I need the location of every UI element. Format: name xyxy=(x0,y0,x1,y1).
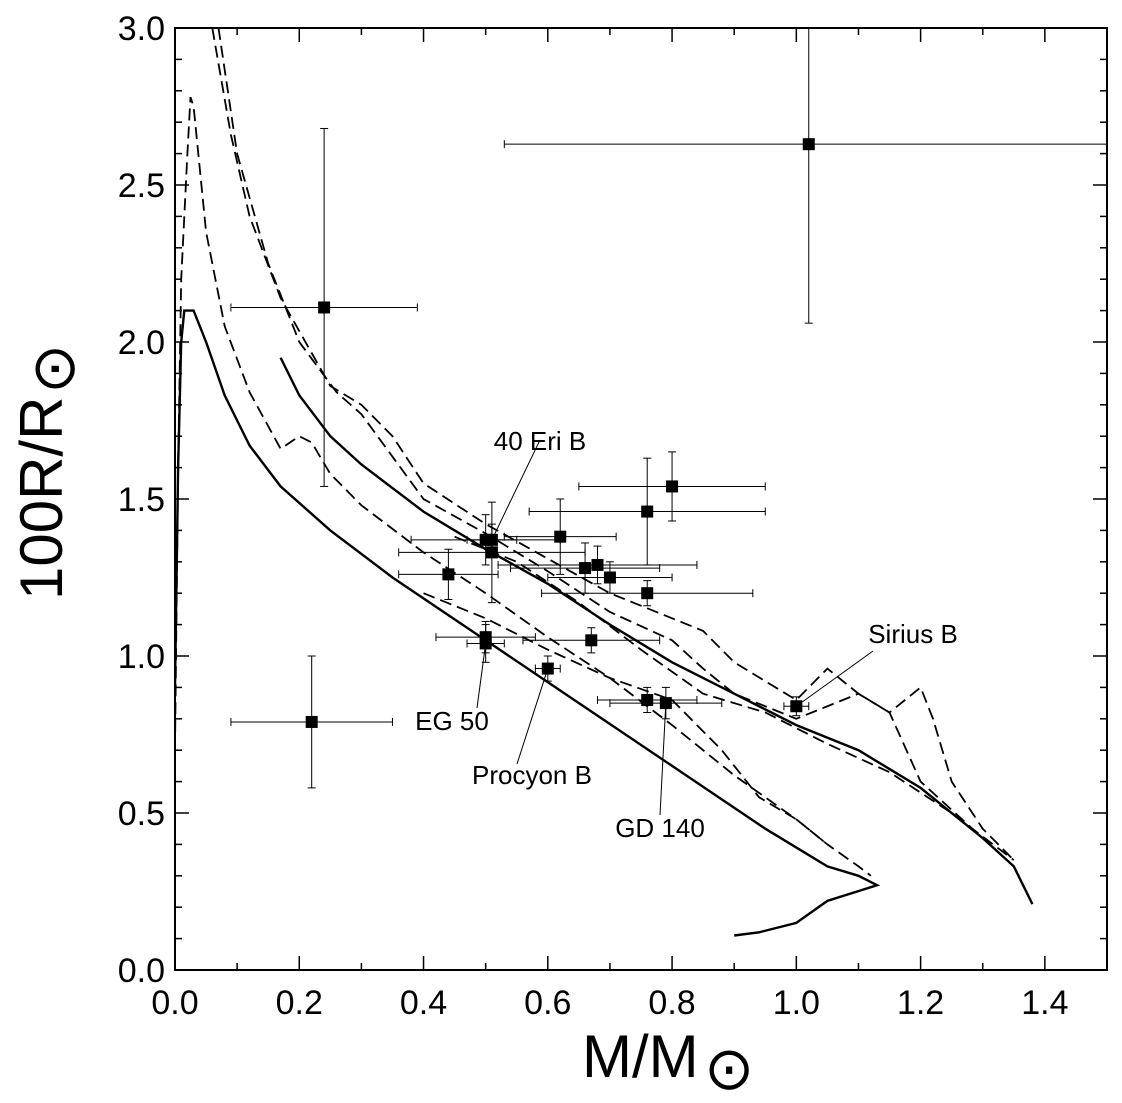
y-tick-label: 2.0 xyxy=(118,324,165,362)
data-point xyxy=(318,301,331,314)
data-point xyxy=(641,693,654,706)
data-point xyxy=(554,530,567,543)
annotation-label: 40 Eri B xyxy=(494,426,587,456)
model-curve-solid xyxy=(175,309,881,937)
data-point xyxy=(485,546,498,559)
data-point xyxy=(641,505,654,518)
model-curves xyxy=(175,28,1034,937)
model-curve-solid xyxy=(279,357,1034,905)
x-tick-label: 1.0 xyxy=(773,984,820,1022)
y-axis-title: 100R/R xyxy=(8,397,75,600)
data-points xyxy=(305,138,815,728)
annotation-label: Sirius B xyxy=(868,619,958,649)
x-axis-title-sub: ⊙ xyxy=(704,1035,754,1102)
y-axis-title-sub: ⊙ xyxy=(20,344,87,394)
error-bars xyxy=(230,28,1107,789)
model-curve-dashed xyxy=(211,28,1015,861)
annotation-label: GD 140 xyxy=(615,813,705,843)
data-point xyxy=(305,715,318,728)
y-tick-label: 1.5 xyxy=(118,481,165,519)
y-tick-label: 2.5 xyxy=(118,167,165,205)
annotation-label: EG 50 xyxy=(415,706,489,736)
x-axis-title: M/M xyxy=(582,1023,699,1090)
x-tick-label: 0.0 xyxy=(151,984,198,1022)
axes: 0.0 0.2 0.4 0.6 0.8 1.0 1.2 1.4 0.0 0.5 1.0 1.5 2.0 2… xyxy=(118,10,1108,1022)
star-annotations: 40 Eri B Sirius B EG 50 Procyon B GD 140 xyxy=(415,426,958,843)
annotation-leader xyxy=(516,668,549,765)
data-point xyxy=(802,138,815,151)
x-tick-label: 0.2 xyxy=(276,984,323,1022)
x-tick-label: 0.4 xyxy=(400,984,447,1022)
y-tick-label: 0.0 xyxy=(118,952,165,990)
x-tick-label: 0.8 xyxy=(648,984,695,1022)
data-point xyxy=(666,480,679,493)
data-point xyxy=(442,568,455,581)
y-tick-label: 1.0 xyxy=(118,638,165,676)
model-curve-dashed xyxy=(175,96,872,877)
x-tick-label: 0.6 xyxy=(524,984,571,1022)
model-curve-dashed xyxy=(217,28,1015,868)
annotation-leader xyxy=(796,650,874,707)
data-point xyxy=(585,634,598,647)
annotation-leader xyxy=(491,439,541,541)
data-point xyxy=(591,558,604,571)
model-curve-dashed xyxy=(454,535,1015,861)
x-tick-label: 1.2 xyxy=(897,984,944,1022)
data-point xyxy=(579,562,592,575)
y-tick-label: 0.5 xyxy=(118,795,165,833)
y-tick-label: 3.0 xyxy=(118,10,165,48)
data-point xyxy=(641,587,654,600)
annotation-leader xyxy=(659,703,667,816)
data-point xyxy=(603,571,616,584)
annotation-label: Procyon B xyxy=(472,760,592,790)
x-tick-label: 1.4 xyxy=(1021,984,1068,1022)
annotation-leader xyxy=(476,643,487,709)
